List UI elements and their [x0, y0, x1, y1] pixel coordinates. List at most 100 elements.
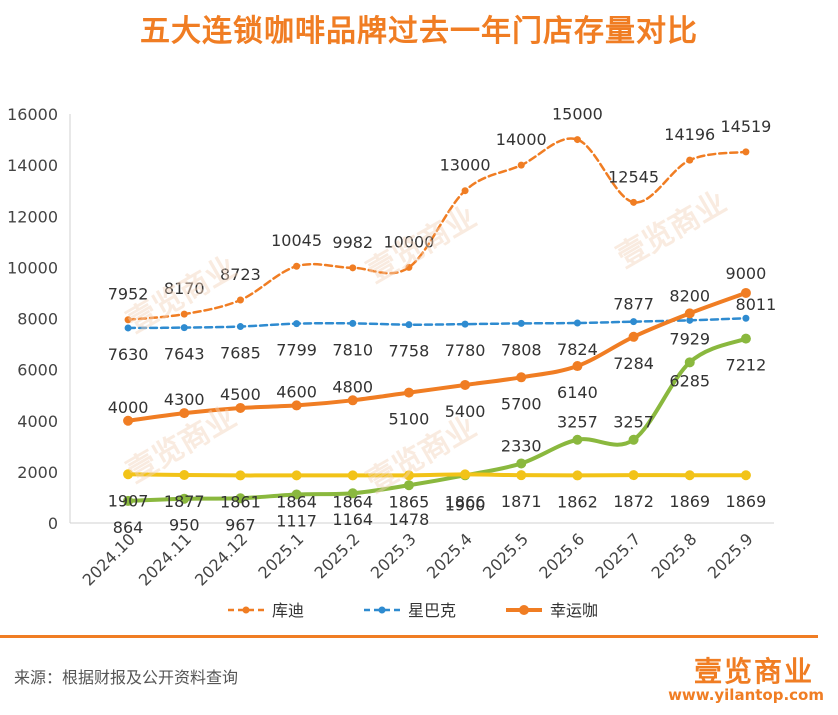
data-point	[291, 470, 302, 481]
data-label: 2330	[501, 436, 542, 455]
data-point	[684, 470, 695, 481]
data-point	[405, 263, 413, 271]
x-tick-label: 2025.2	[311, 529, 364, 582]
data-point	[516, 470, 527, 481]
data-label: 7284	[613, 354, 654, 373]
data-point	[516, 372, 527, 383]
data-label: 5700	[501, 394, 542, 413]
data-label: 1862	[557, 492, 598, 511]
data-label: 967	[225, 515, 256, 534]
data-point	[628, 470, 639, 481]
data-point	[291, 400, 302, 411]
data-point	[123, 415, 134, 426]
data-point	[124, 316, 132, 324]
data-label: 7929	[669, 329, 710, 348]
y-tick-label: 8000	[17, 310, 58, 329]
y-tick-label: 0	[48, 514, 58, 533]
data-label: 1871	[501, 492, 542, 511]
data-label: 7685	[220, 344, 261, 363]
data-point	[349, 319, 357, 327]
data-label: 4500	[220, 385, 261, 404]
data-point	[628, 331, 639, 342]
data-point	[740, 470, 751, 481]
data-point	[461, 187, 469, 195]
data-label: 1900	[445, 495, 486, 514]
legend-marker	[378, 606, 386, 614]
data-label: 7824	[557, 340, 598, 359]
data-point	[349, 264, 357, 272]
data-point	[572, 470, 583, 481]
x-tick-label: 2024.12	[191, 529, 251, 589]
data-label: 7952	[108, 285, 149, 304]
data-point	[740, 287, 751, 298]
y-tick-label: 6000	[17, 361, 58, 380]
data-label: 8200	[669, 286, 710, 305]
data-point	[347, 395, 358, 406]
data-point	[405, 321, 413, 329]
series-line-4	[126, 472, 748, 478]
data-point	[179, 470, 190, 481]
x-tick-label: 2024.11	[135, 529, 195, 589]
data-label: 6285	[669, 371, 710, 390]
data-point	[123, 469, 134, 480]
data-point	[123, 495, 134, 506]
data-point	[179, 493, 190, 504]
source-note: 来源：根据财报及公开资料查询	[14, 668, 239, 687]
data-label: 7799	[276, 341, 317, 360]
data-label: 7780	[445, 341, 486, 360]
data-label: 7758	[389, 342, 430, 361]
y-tick-label: 12000	[7, 207, 58, 226]
data-label: 4800	[332, 377, 373, 396]
data-point	[516, 458, 527, 469]
data-label: 3257	[613, 413, 654, 432]
y-tick-label: 4000	[17, 412, 58, 431]
x-tick-label: 2025.5	[479, 529, 532, 582]
series-line-1	[126, 316, 748, 330]
data-label: 7808	[501, 340, 542, 359]
data-point	[291, 489, 302, 500]
data-point	[403, 480, 414, 491]
data-point	[347, 488, 358, 499]
data-label: 13000	[440, 156, 491, 175]
data-point	[742, 314, 750, 322]
data-label: 1907	[108, 491, 149, 510]
data-point	[235, 493, 246, 504]
data-point	[293, 262, 301, 270]
y-tick-label: 2000	[17, 463, 58, 482]
data-label: 1117	[276, 511, 317, 530]
data-label: 4600	[276, 382, 317, 401]
legend-label: 库迪	[272, 601, 304, 620]
data-point	[403, 387, 414, 398]
data-point	[461, 320, 469, 328]
data-label: 7810	[332, 340, 373, 359]
data-label: 15000	[552, 105, 603, 124]
data-point	[460, 469, 471, 480]
data-label: 1869	[726, 492, 767, 511]
data-label: 6140	[557, 383, 598, 402]
data-label: 864	[113, 518, 144, 537]
data-point	[573, 319, 581, 327]
data-point	[235, 470, 246, 481]
legend-marker	[242, 606, 250, 614]
divider	[0, 635, 818, 638]
x-tick-label: 2024.10	[79, 529, 139, 589]
data-point	[740, 333, 751, 344]
data-label: 8723	[220, 265, 261, 284]
data-point	[517, 161, 525, 169]
x-tick-label: 2025.8	[648, 529, 701, 582]
data-point	[235, 402, 246, 413]
data-label: 1866	[445, 492, 486, 511]
data-label: 4000	[108, 398, 149, 417]
data-label: 7212	[726, 356, 767, 375]
data-point	[236, 323, 244, 331]
legend-label: 星巴克	[408, 601, 456, 620]
data-label: 950	[169, 516, 200, 535]
data-label: 12545	[608, 167, 659, 186]
data-label: 1865	[389, 492, 430, 511]
data-label: 5400	[445, 402, 486, 421]
data-label: 7630	[108, 345, 149, 364]
data-label: 8170	[164, 279, 205, 298]
data-label: 7877	[613, 295, 654, 314]
data-label: 10045	[271, 231, 322, 250]
